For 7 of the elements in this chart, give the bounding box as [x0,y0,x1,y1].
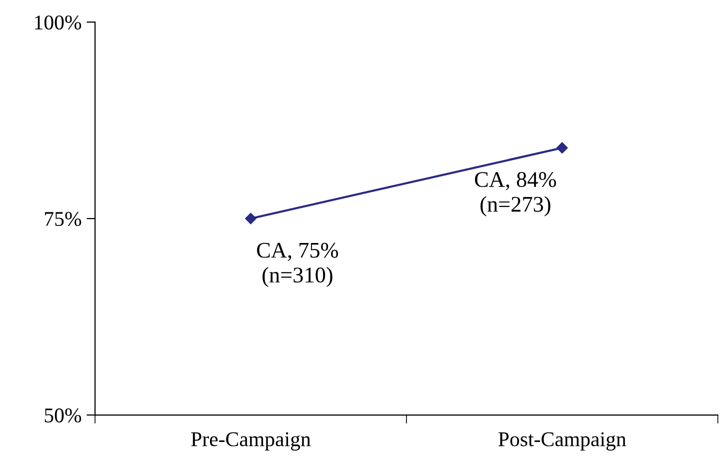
y-tick-label: 75% [45,212,82,226]
x-tick-label: Pre-Campaign [191,432,311,451]
data-label: CA, 84% (n=273) [474,172,556,216]
data-label: CA, 75% (n=310) [257,242,338,288]
x-tick-label: Post-Campaign [498,432,626,451]
y-tick-label: 100% [35,15,82,30]
y-tick-label: 50% [44,408,82,423]
